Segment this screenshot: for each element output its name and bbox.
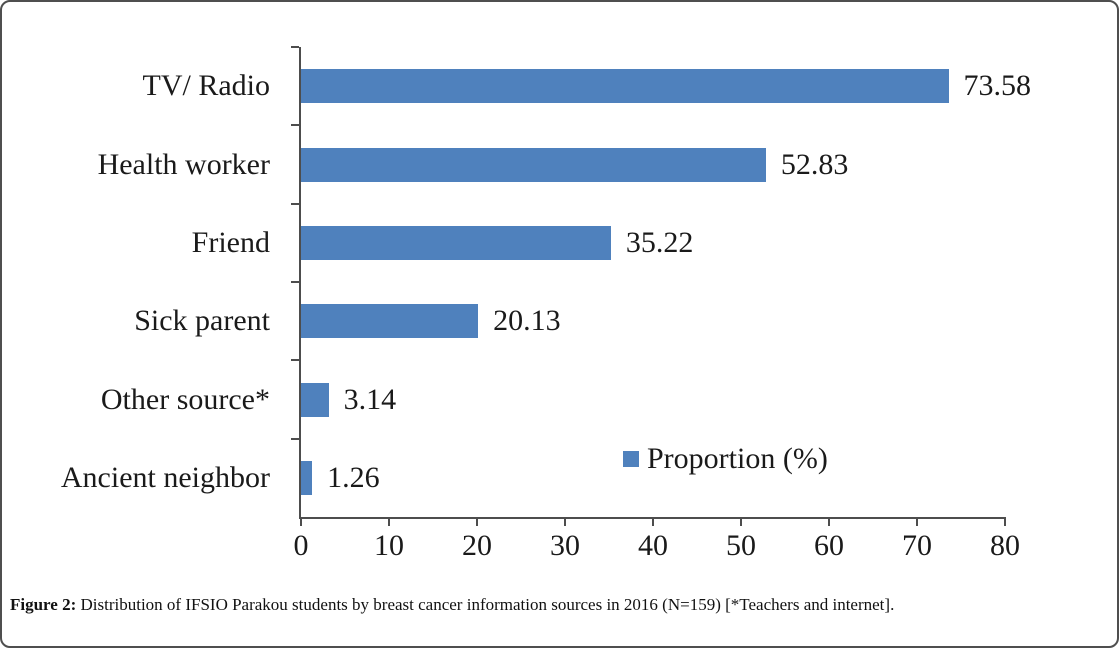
- bar: [301, 225, 611, 260]
- y-axis-tick: [291, 46, 299, 48]
- chart-legend: Proportion (%): [623, 442, 828, 475]
- bar: [301, 304, 479, 339]
- category-label: Health worker: [97, 147, 270, 181]
- x-axis-tick: [652, 517, 654, 526]
- value-label: 52.83: [780, 147, 849, 181]
- legend-swatch-icon: [623, 451, 639, 467]
- value-label: 73.58: [963, 69, 1032, 103]
- y-axis-tick: [291, 437, 299, 440]
- x-axis-tick: [740, 517, 742, 526]
- category-label: Sick parent: [134, 304, 270, 338]
- x-axis-tick: [828, 517, 830, 526]
- bar: [301, 147, 766, 182]
- x-axis-tick: [388, 517, 390, 526]
- x-tick-label: 0: [293, 529, 309, 562]
- category-label: Other source*: [100, 382, 270, 416]
- y-axis-tick: [291, 202, 299, 205]
- x-axis-tick: [564, 517, 566, 526]
- category-label: Ancient neighbor: [60, 460, 270, 494]
- y-axis-tick: [291, 281, 299, 283]
- x-tick-label: 20: [462, 529, 492, 562]
- category-label: Friend: [191, 225, 270, 259]
- figure-caption: Figure 2: Distribution of IFSIO Parakou …: [10, 594, 1105, 616]
- x-tick-label: 50: [726, 529, 756, 562]
- y-axis-tick: [291, 359, 299, 362]
- x-tick-label: 80: [990, 529, 1020, 562]
- x-axis-tick: [1004, 517, 1006, 526]
- bar: [301, 69, 949, 104]
- value-label: 35.22: [625, 225, 694, 259]
- x-axis-tick: [476, 517, 478, 526]
- x-tick-label: 40: [638, 529, 668, 562]
- x-tick-label: 60: [814, 529, 844, 562]
- bar: [301, 460, 313, 495]
- x-tick-label: 10: [374, 529, 404, 562]
- value-label: 3.14: [343, 382, 397, 416]
- y-axis-tick: [291, 124, 299, 127]
- x-tick-label: 70: [902, 529, 932, 562]
- figure-caption-number: Figure 2:: [10, 595, 77, 614]
- y-axis-line: [299, 47, 301, 517]
- x-axis-tick: [300, 517, 302, 526]
- value-label: 20.13: [493, 304, 561, 338]
- bar: [301, 382, 329, 417]
- value-label: 1.26: [327, 460, 380, 494]
- x-tick-label: 30: [550, 529, 580, 562]
- figure-caption-text: Distribution of IFSIO Parakou students b…: [80, 595, 895, 614]
- x-axis-tick: [916, 517, 918, 526]
- category-label: TV/ Radio: [142, 69, 271, 103]
- legend-label: Proportion (%): [647, 442, 828, 475]
